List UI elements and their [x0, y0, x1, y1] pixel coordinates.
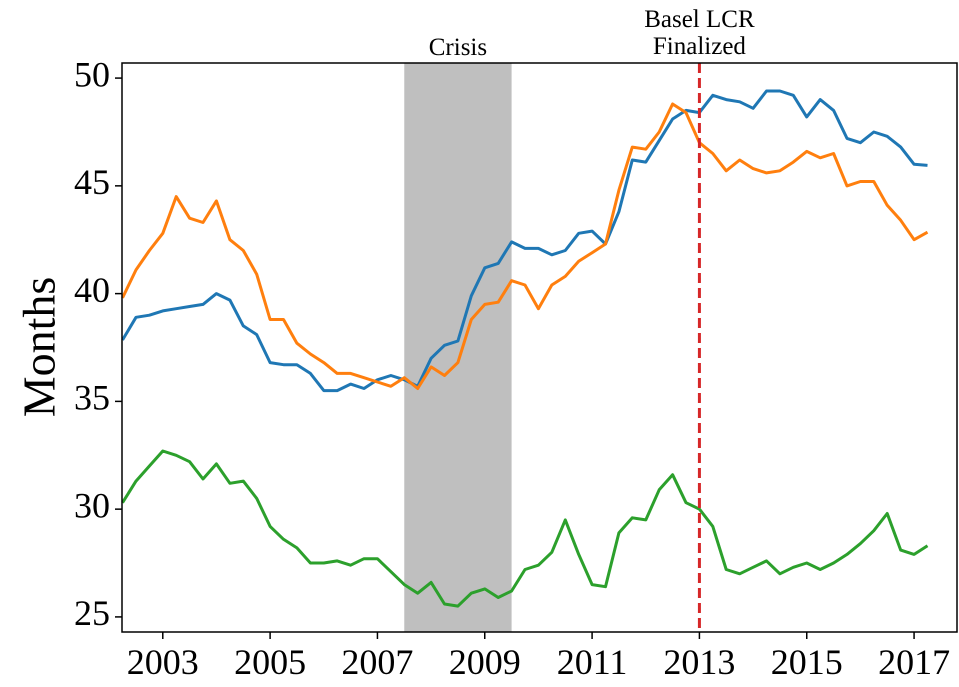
x-tick-label: 2017: [878, 642, 950, 682]
y-axis-label: Months: [14, 277, 65, 418]
crisis-span: [404, 63, 512, 632]
x-tick-label: 2013: [663, 642, 735, 682]
x-tick-label: 2009: [449, 642, 521, 682]
x-tick-label: 2011: [557, 642, 628, 682]
series-line: [121, 89, 928, 393]
span-label: Crisis: [429, 34, 487, 61]
y-tick-label: 25: [74, 593, 110, 633]
x-tick-label: 2003: [127, 642, 199, 682]
y-tick-label: 40: [74, 270, 110, 310]
y-tick-label: 30: [74, 485, 110, 525]
x-tick-label: 2015: [771, 642, 843, 682]
vline-label: Finalized: [653, 33, 747, 60]
series-line: [121, 102, 929, 390]
plot-frame: [121, 62, 958, 633]
y-tick-label: 45: [74, 162, 110, 202]
vline-label: Basel LCR: [644, 6, 755, 33]
x-tick-label: 2007: [341, 642, 413, 682]
y-tick-label: 50: [74, 54, 110, 94]
y-tick-label: 35: [74, 378, 110, 418]
series-line: [121, 449, 929, 608]
x-tick-label: 2005: [234, 642, 306, 682]
